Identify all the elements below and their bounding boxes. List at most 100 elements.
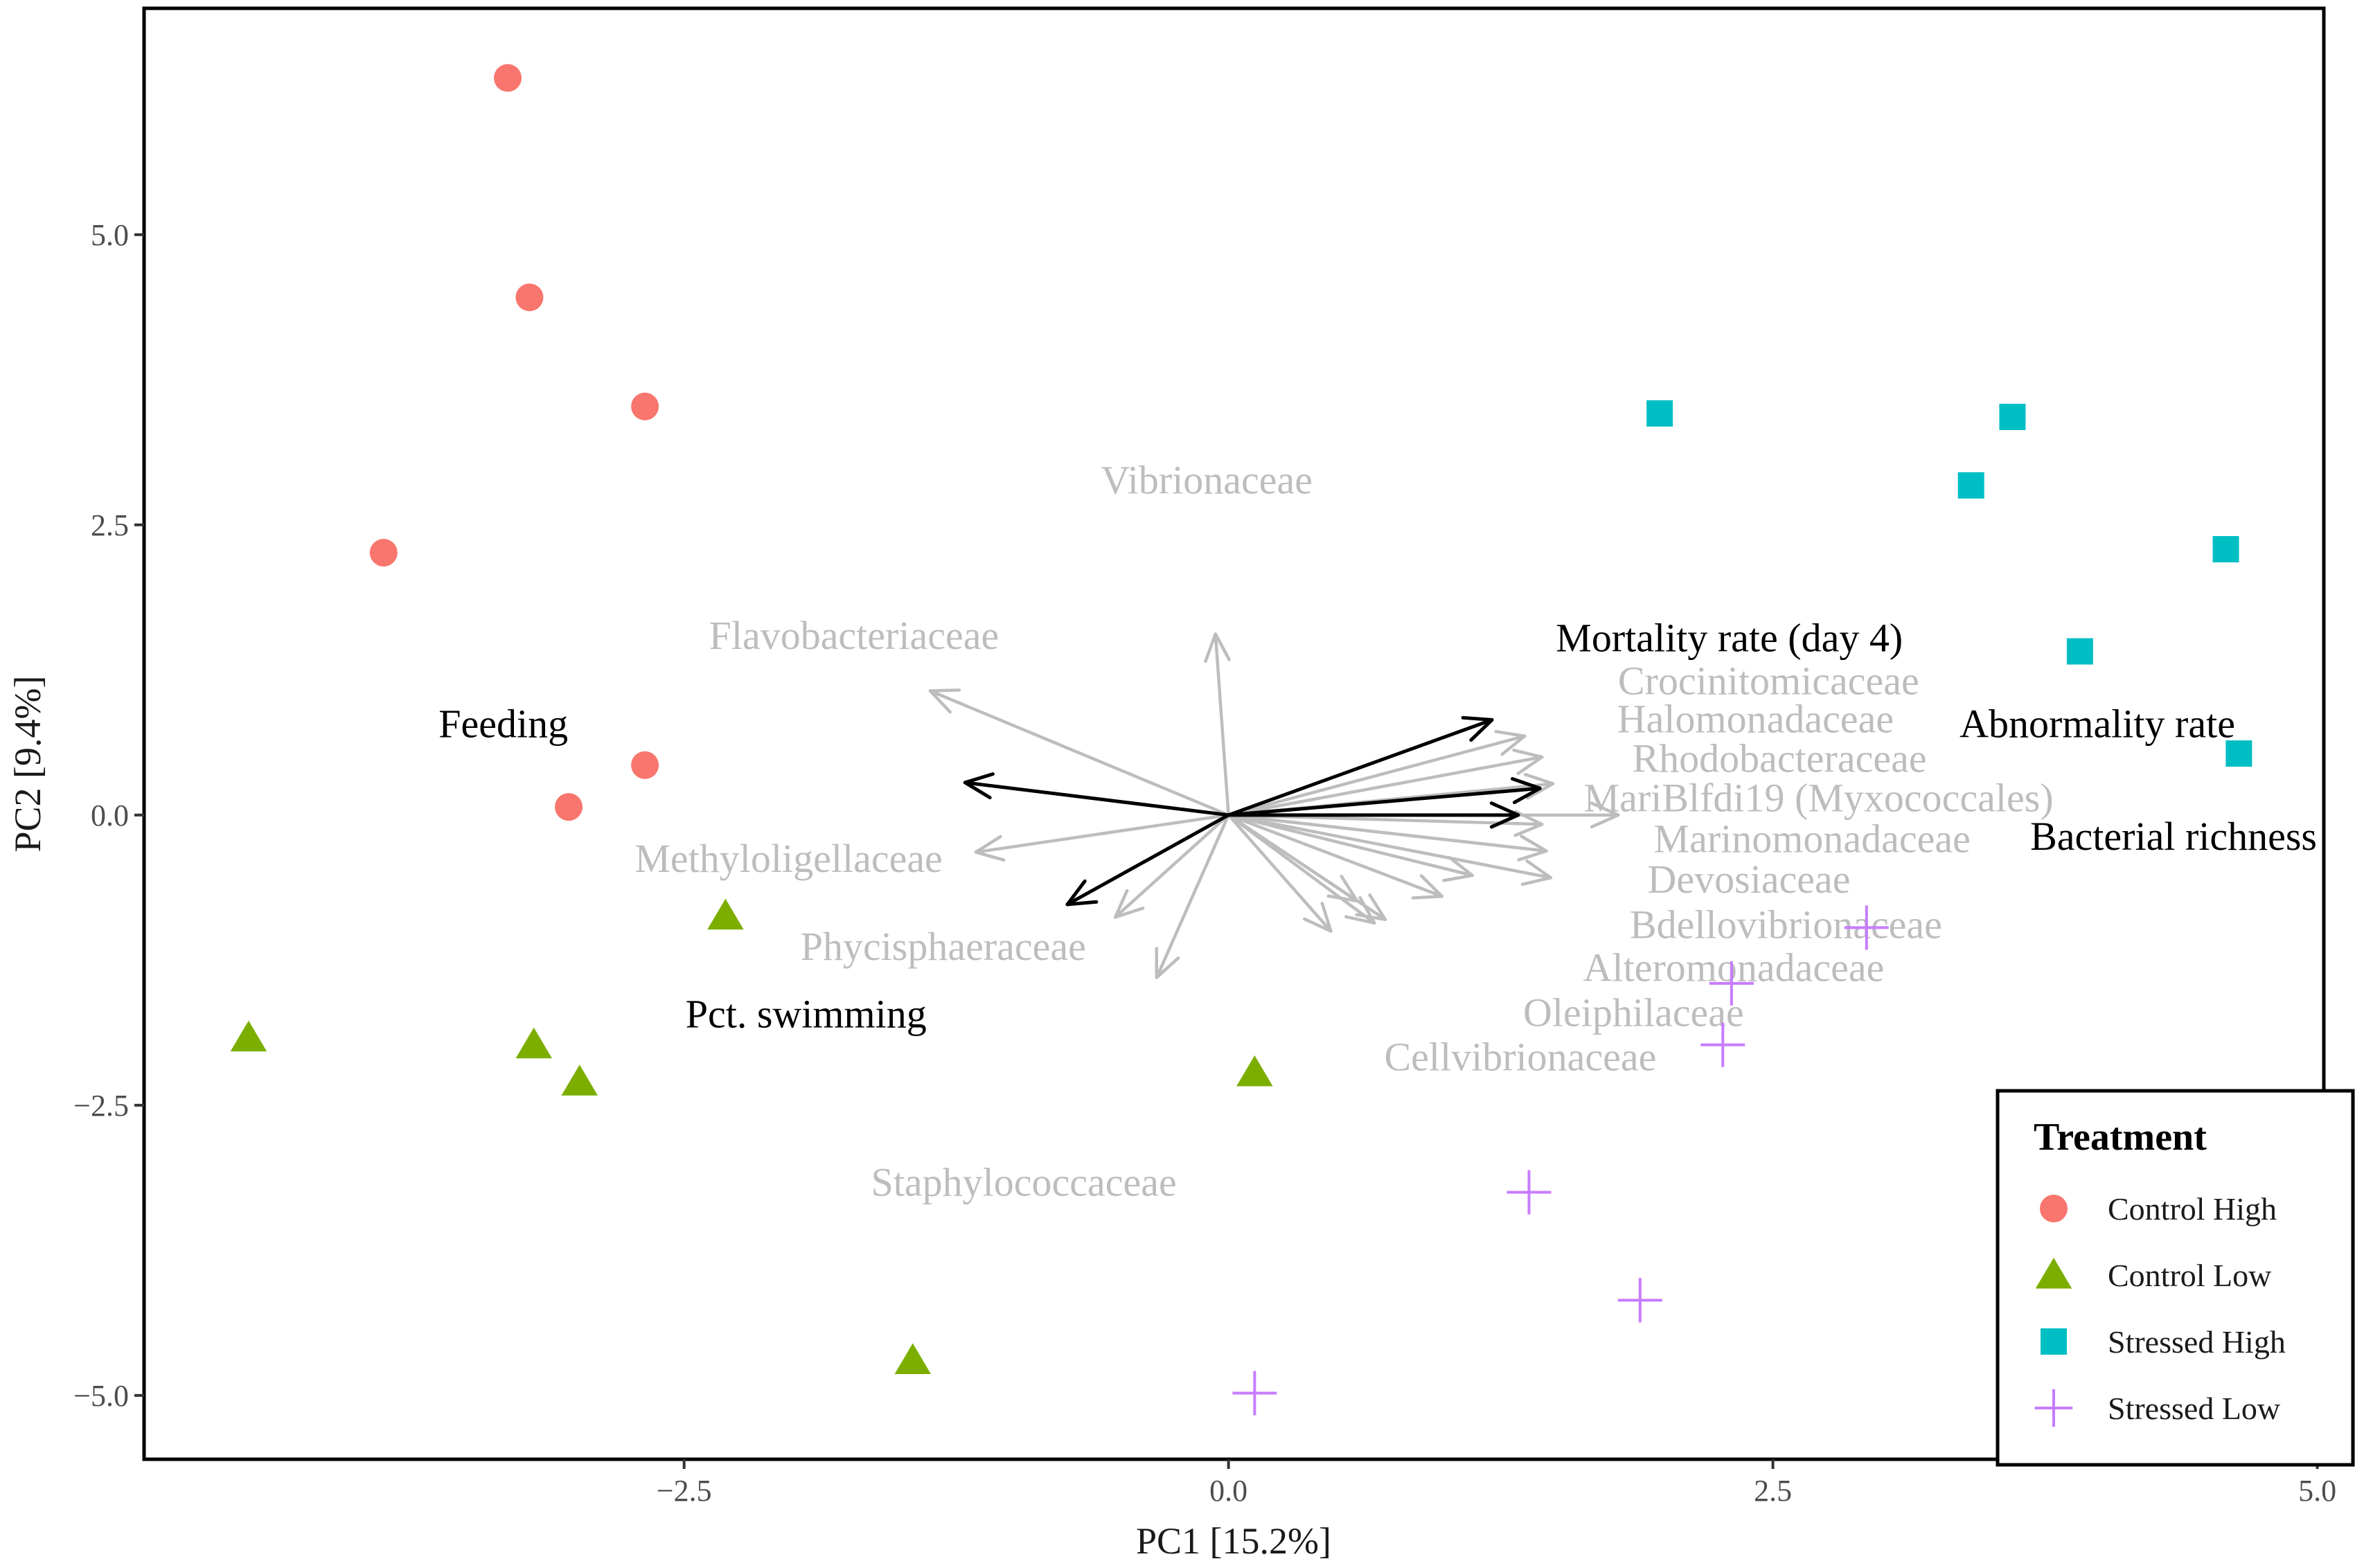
variable-arrow-abnormality-rate-shaft [1227, 786, 1542, 817]
taxon-arrow-cellvibrionaceae [1227, 813, 1333, 933]
taxon-arrow-cellvibrionaceae-head [1302, 902, 1333, 933]
taxon-label-crocinitomicaceae: Crocinitomicaceae [1618, 658, 1919, 703]
series-control-high [369, 64, 659, 821]
y-tick-label: 2.5 [91, 508, 129, 542]
taxon-arrow-methyloligellaceae-head [974, 835, 1006, 862]
taxon-label-marinomonadaceae: Marinomonadaceae [1654, 816, 1971, 861]
taxon-arrow-staphylococcaceae [1155, 813, 1230, 979]
taxon-arrow-halomonadaceae-shaft [1227, 755, 1544, 817]
taxon-arrow-extra-1-shaft [1227, 813, 1359, 903]
taxon-arrow-extra-2 [1227, 813, 1475, 882]
x-axis: −2.5 0.0 2.5 5.0 [657, 1459, 2336, 1508]
taxon-arrow-rhodobacteraceae-head [1524, 772, 1555, 800]
taxon-arrow-vibrionaceae-head [1204, 632, 1231, 663]
variable-arrow-pct-swimming-head [1065, 879, 1099, 907]
plot-panel-border [142, 6, 2326, 1461]
taxon-arrow-devosiaceae-shaft [1227, 813, 1553, 880]
legend-item-stressed-high: Stressed High [2041, 1324, 2286, 1360]
legend-title: Treatment [2034, 1116, 2207, 1159]
taxon-arrow-methyloligellaceae-shaft [974, 813, 1230, 854]
point-stressed-high-6 [2225, 740, 2252, 767]
y-tick-label: 0.0 [91, 799, 129, 832]
legend-key-stressed-high [2041, 1328, 2067, 1355]
x-tick-label: 2.5 [1754, 1474, 1792, 1508]
variable-label-abnormality-rate: Abnormality rate [1959, 701, 2235, 746]
variable-arrow-feeding [963, 772, 1231, 817]
y-axis-title: PC2 [9.4%] [7, 676, 48, 853]
variable-arrow-pct-swimming [1065, 813, 1231, 907]
point-control-low-6 [894, 1343, 932, 1375]
legend-box [1996, 1089, 2355, 1467]
taxon-arrow-crocinitomicaceae-shaft [1227, 734, 1527, 817]
legend-key-stressed-low [2034, 1389, 2073, 1427]
x-tick-label: −2.5 [657, 1474, 712, 1508]
taxon-label-methyloligellaceae: Methyloligellaceae [634, 836, 942, 881]
variable-arrow-mortality-rate-day-4-shaft [1227, 718, 1494, 817]
series-stressed-low [1232, 905, 1889, 1416]
series-stressed-high [1646, 400, 2252, 767]
y-tick-label: −5.0 [73, 1379, 129, 1413]
variable-arrow-bacterial-richness [1227, 801, 1520, 829]
y-axis: −5.0 −2.5 0.0 2.5 5.0 [73, 218, 144, 1413]
point-control-high-1 [494, 64, 522, 92]
series-control-low [230, 898, 1273, 1375]
taxon-label-devosiaceae: Devosiaceae [1648, 857, 1851, 902]
point-stressed-high-2 [1999, 403, 2026, 430]
taxon-label-cellvibrionaceae: Cellvibrionaceae [1384, 1034, 1656, 1079]
legend-label-control-low: Control Low [2108, 1258, 2272, 1293]
x-tick-label: 0.0 [1209, 1474, 1247, 1508]
taxon-arrow-crocinitomicaceae [1227, 729, 1527, 817]
point-stressed-high-3 [1957, 472, 1984, 499]
taxon-arrow-devosiaceae-head [1520, 859, 1553, 887]
variable-arrow-bacterial-richness-head [1489, 801, 1520, 829]
taxon-arrow-mariblfdi19-myxococcales-head [1590, 801, 1620, 829]
taxon-arrow-cellvibrionaceae-shaft [1227, 813, 1333, 933]
taxon-arrow-oleiphilaceae-head [1344, 896, 1376, 925]
point-control-high-6 [555, 793, 583, 821]
taxon-arrow-phycisphaeraceae-shaft [1113, 813, 1230, 919]
variable-label-pct-swimming: Pct. swimming [686, 991, 927, 1036]
point-stressed-low-4 [1507, 1170, 1552, 1215]
taxon-label-rhodobacteraceae: Rhodobacteraceae [1633, 736, 1927, 781]
taxon-arrow-flavobacteriaceae-head [928, 688, 961, 714]
y-tick-label: 5.0 [91, 218, 129, 252]
point-control-low-1 [707, 898, 744, 930]
taxon-label-mariblfdi19-myxococcales: MariBlfdi19 (Myxococcales) [1584, 776, 2054, 821]
taxon-arrow-flavobacteriaceae-shaft [928, 689, 1230, 817]
point-stressed-low-1 [1844, 905, 1889, 950]
taxon-arrow-vibrionaceae [1204, 632, 1231, 817]
taxon-arrow-marinomonadaceae-head [1517, 835, 1548, 862]
variable-arrow-abnormality-rate [1227, 776, 1542, 817]
variable-arrows [963, 715, 1542, 907]
variable-arrow-abnormality-rate-head [1511, 776, 1542, 805]
y-tick-label: −2.5 [73, 1089, 129, 1123]
taxon-arrow-extra-2-head [1442, 855, 1475, 882]
taxon-arrow-marinomonadaceae [1227, 813, 1548, 862]
legend-items: Control High Control Low Stressed High Stre… [2034, 1191, 2286, 1427]
taxon-arrow-extra-2-shaft [1227, 813, 1475, 877]
legend-item-stressed-low: Stressed Low [2034, 1389, 2281, 1427]
point-control-high-3 [631, 392, 659, 420]
taxon-arrow-halomonadaceae-head [1512, 748, 1544, 776]
taxon-arrow-bdellovibrionaceae-head [1411, 874, 1443, 900]
taxon-label-halomonadaceae: Halomonadaceae [1617, 697, 1894, 742]
point-stressed-low-2 [1709, 961, 1754, 1006]
variable-label-bacterial-richness: Bacterial richness [2030, 814, 2317, 859]
taxon-arrow-staphylococcaceae-shaft [1155, 813, 1230, 979]
legend-item-control-low: Control Low [2035, 1258, 2272, 1293]
taxon-arrow-bdellovibrionaceae-shaft [1227, 813, 1443, 898]
taxon-arrow-extra-3-head [1513, 810, 1544, 837]
variable-arrow-mortality-rate-day-4 [1227, 715, 1494, 817]
taxon-arrow-halomonadaceae [1227, 748, 1544, 817]
taxon-arrow-crocinitomicaceae-head [1494, 729, 1527, 756]
variable-labels: Mortality rate (day 4) Abnormality rate Ba… [438, 615, 2317, 1036]
point-control-low-3 [515, 1027, 553, 1059]
variable-label-mortality-rate-day-4: Mortality rate (day 4) [1556, 615, 1903, 660]
taxon-arrow-devosiaceae [1227, 813, 1553, 887]
point-stressed-low-6 [1232, 1371, 1277, 1416]
taxon-arrow-vibrionaceae-shaft [1214, 632, 1230, 817]
point-stressed-high-4 [2212, 536, 2239, 563]
taxon-arrow-extra-1 [1227, 813, 1359, 903]
variable-arrow-feeding-head [963, 772, 995, 800]
